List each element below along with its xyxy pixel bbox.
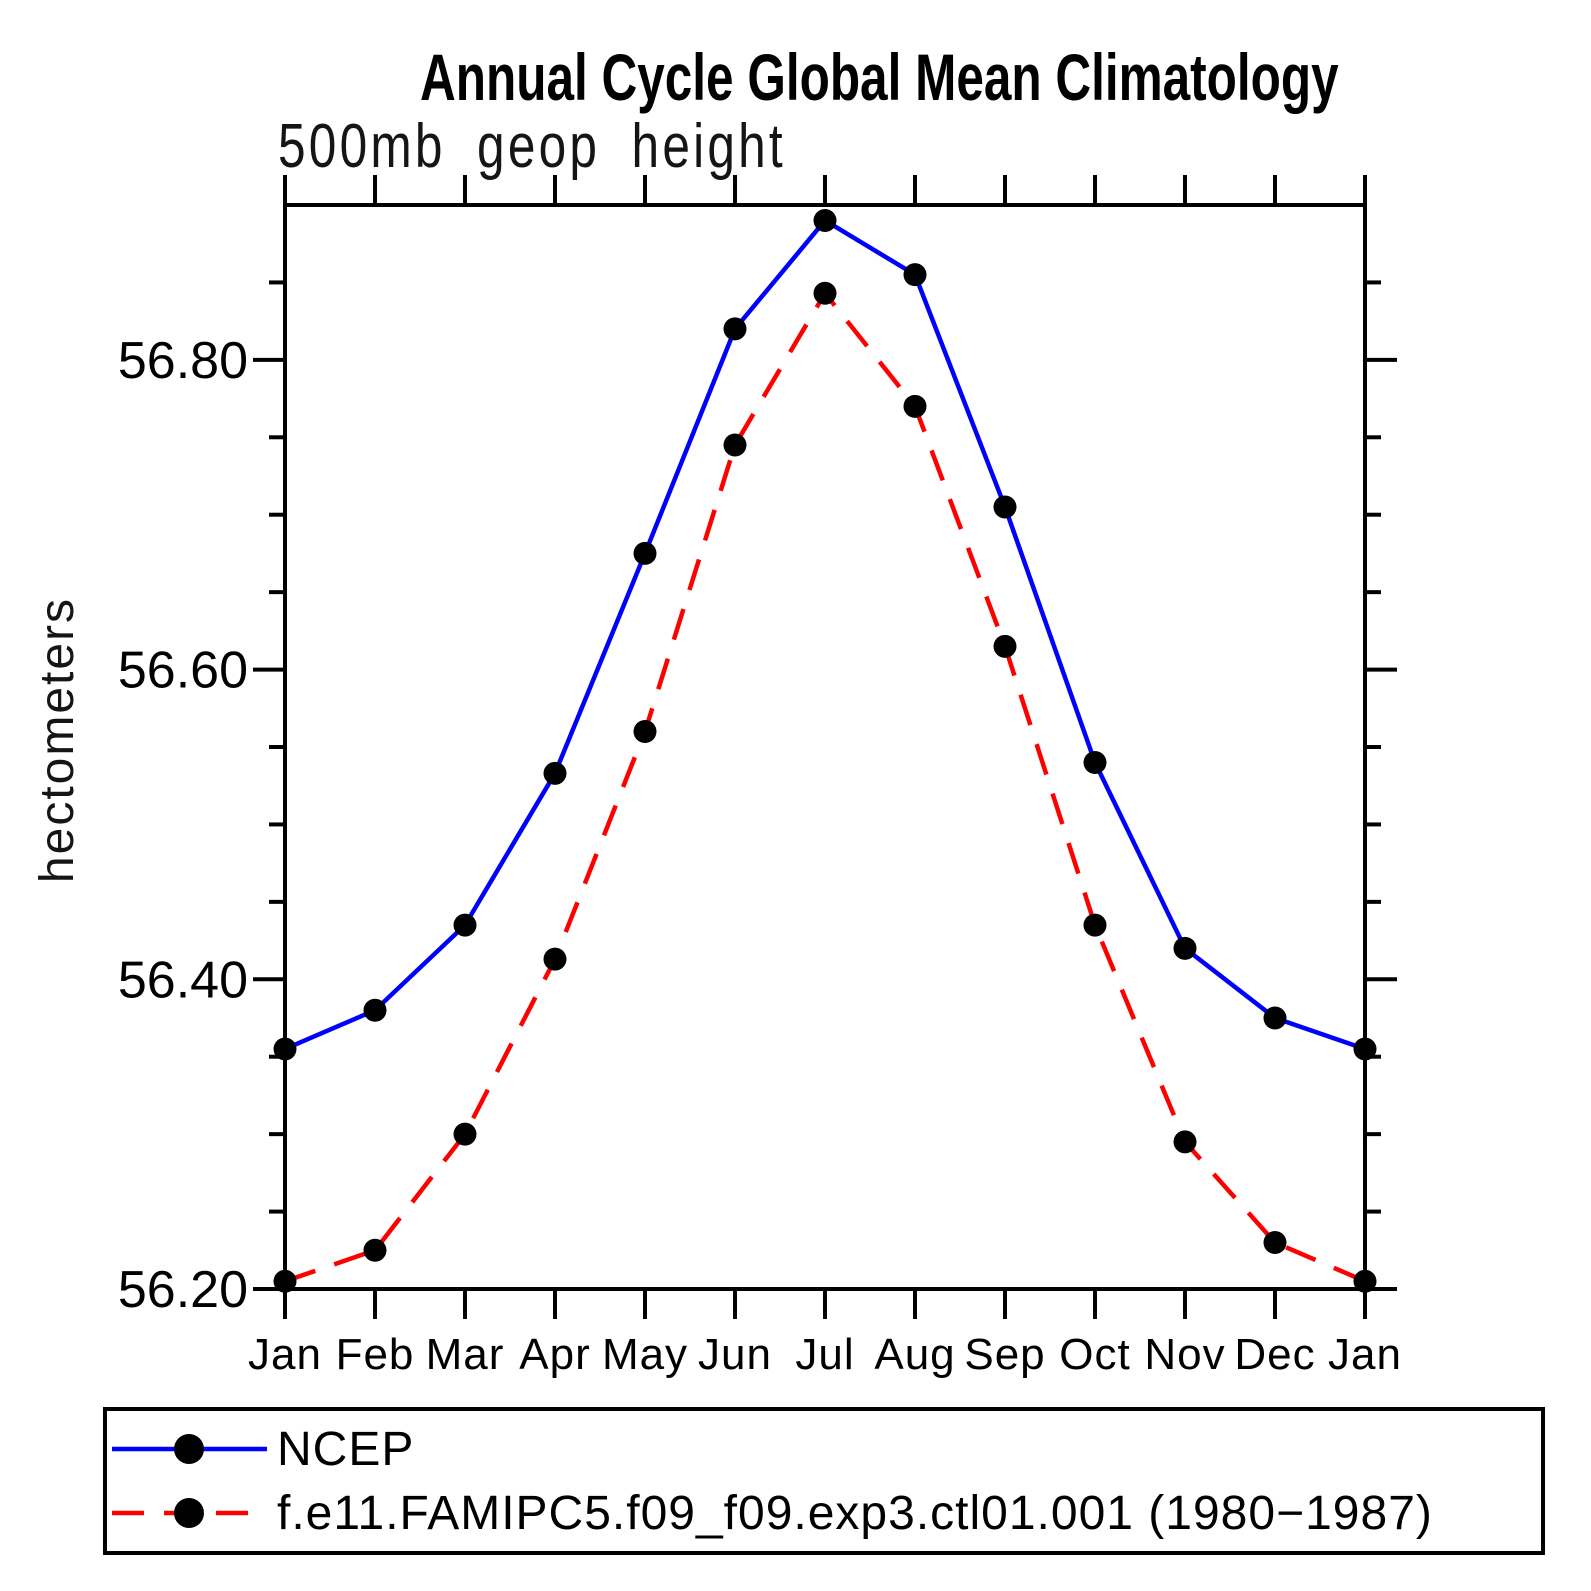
x-axis-tick-label: Dec <box>1234 1330 1315 1379</box>
data-point-0-8 <box>993 495 1017 519</box>
x-axis-tick-label: Jul <box>795 1330 854 1379</box>
data-point-0-12 <box>1353 1037 1377 1061</box>
x-axis-tick-label: Nov <box>1144 1330 1225 1379</box>
data-point-1-1 <box>363 1238 387 1262</box>
x-axis-tick-label: Jan <box>248 1330 322 1379</box>
legend-box <box>103 1407 1545 1555</box>
y-axis-tick-label: 56.60 <box>118 642 248 700</box>
x-axis-tick-label: Oct <box>1059 1330 1130 1379</box>
chart-subtitle: 500mb geop height <box>278 112 786 181</box>
data-point-1-0 <box>273 1269 297 1293</box>
x-axis-tick-label: Jun <box>698 1330 772 1379</box>
data-point-0-2 <box>453 913 477 937</box>
data-point-1-9 <box>1083 913 1107 937</box>
x-axis-tick-label: Mar <box>426 1330 505 1379</box>
y-axis-tick-label: 56.20 <box>118 1261 248 1319</box>
data-point-0-9 <box>1083 750 1107 774</box>
data-point-0-0 <box>273 1037 297 1061</box>
x-axis-tick-label: Jan <box>1328 1330 1402 1379</box>
data-point-0-4 <box>633 541 657 565</box>
data-point-1-7 <box>903 394 927 418</box>
y-axis-tick-label: 56.40 <box>118 951 248 1009</box>
legend-marker-1 <box>174 1498 204 1528</box>
legend-label-0: NCEP <box>277 1423 414 1476</box>
plot-frame <box>283 203 1367 1291</box>
data-point-1-2 <box>453 1122 477 1146</box>
x-axis-tick-label: Aug <box>874 1330 955 1379</box>
data-point-1-11 <box>1263 1231 1287 1255</box>
data-point-1-8 <box>993 634 1017 658</box>
data-point-0-7 <box>903 263 927 287</box>
data-point-0-11 <box>1263 1006 1287 1030</box>
data-point-1-10 <box>1173 1130 1197 1154</box>
chart-title: Annual Cycle Global Mean Climatology <box>420 40 1339 114</box>
data-point-0-5 <box>723 317 747 341</box>
data-point-1-5 <box>723 433 747 457</box>
data-point-1-6 <box>813 281 837 305</box>
data-point-0-6 <box>813 208 837 232</box>
x-axis-tick-label: May <box>602 1330 688 1379</box>
x-axis-tick-label: Apr <box>519 1330 590 1379</box>
y-axis-tick-label: 56.80 <box>118 332 248 390</box>
data-point-1-3 <box>543 947 567 971</box>
legend-marker-0 <box>174 1434 204 1464</box>
data-point-1-4 <box>633 720 657 744</box>
data-point-0-1 <box>363 998 387 1022</box>
x-axis-tick-label: Sep <box>964 1330 1045 1379</box>
x-axis-tick-label: Feb <box>336 1330 415 1379</box>
series-line-0 <box>284 217 1366 1052</box>
data-point-1-12 <box>1353 1269 1377 1293</box>
data-point-0-10 <box>1173 936 1197 960</box>
data-point-0-3 <box>543 761 567 785</box>
series-line-1 <box>284 289 1366 1284</box>
legend-label-1: f.e11.FAMIPC5.f09_f09.exp3.ctl01.001 (19… <box>277 1487 1433 1540</box>
